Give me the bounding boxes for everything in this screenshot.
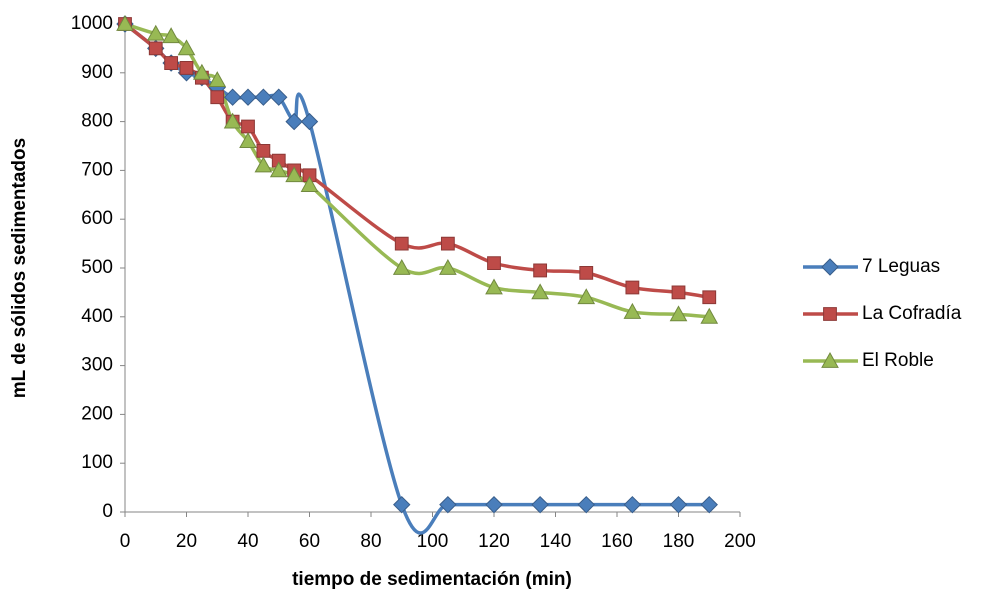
data-point bbox=[241, 119, 255, 134]
y-axis-title: mL de sólidos sedimentados bbox=[9, 138, 30, 398]
data-point bbox=[116, 14, 134, 31]
legend-label: La Cofradía bbox=[862, 303, 962, 324]
data-point bbox=[164, 56, 179, 70]
data-point bbox=[579, 265, 594, 280]
x-tick-label: 20 bbox=[176, 531, 197, 552]
data-point bbox=[439, 495, 457, 514]
x-axis-title: tiempo de sedimentación (min) bbox=[292, 569, 572, 590]
data-point bbox=[669, 305, 688, 322]
data-point bbox=[239, 132, 257, 149]
y-tick-label: 400 bbox=[81, 306, 113, 327]
data-point bbox=[671, 285, 686, 300]
series-line bbox=[123, 22, 710, 535]
data-point bbox=[300, 112, 319, 131]
y-tick-label: 500 bbox=[81, 257, 113, 278]
y-tick-label: 700 bbox=[81, 159, 113, 180]
y-tick-label: 800 bbox=[81, 111, 113, 132]
y-tick-label: 1000 bbox=[71, 13, 113, 34]
data-point bbox=[700, 495, 718, 514]
y-tick-label: 900 bbox=[81, 62, 113, 83]
data-point bbox=[162, 27, 180, 44]
y-tick-label: 600 bbox=[81, 208, 113, 229]
data-point bbox=[179, 61, 194, 75]
data-point bbox=[302, 168, 317, 183]
data-point bbox=[269, 161, 288, 178]
data-point bbox=[146, 24, 165, 41]
data-point bbox=[577, 288, 596, 305]
data-point bbox=[210, 90, 225, 105]
legend-marker bbox=[823, 307, 837, 321]
data-point bbox=[485, 278, 503, 295]
series-line bbox=[124, 22, 710, 319]
data-point bbox=[270, 88, 288, 106]
data-point bbox=[533, 263, 548, 278]
x-tick-label: 200 bbox=[724, 531, 756, 552]
y-tick-label: 200 bbox=[81, 403, 113, 424]
data-point bbox=[148, 41, 163, 56]
x-tick-label: 180 bbox=[663, 531, 695, 552]
data-point bbox=[439, 258, 457, 275]
x-tick-label: 40 bbox=[237, 531, 258, 552]
data-point bbox=[487, 256, 501, 271]
x-tick-label: 140 bbox=[540, 531, 572, 552]
data-point bbox=[223, 112, 242, 129]
y-tick-label: 0 bbox=[102, 501, 113, 522]
x-tick-label: 100 bbox=[417, 531, 449, 552]
data-point bbox=[177, 39, 196, 56]
data-point bbox=[393, 495, 411, 514]
legend-marker bbox=[821, 258, 839, 276]
x-tick-label: 60 bbox=[299, 531, 320, 552]
data-point bbox=[271, 153, 286, 168]
data-point bbox=[394, 236, 409, 251]
data-point bbox=[440, 236, 455, 251]
data-point bbox=[239, 88, 257, 106]
data-point bbox=[700, 307, 719, 324]
x-tick-label: 120 bbox=[478, 531, 510, 552]
data-point bbox=[623, 302, 642, 319]
data-point bbox=[256, 143, 271, 158]
legend-marker bbox=[821, 351, 839, 368]
data-point bbox=[285, 112, 303, 131]
data-point bbox=[223, 88, 242, 106]
x-tick-label: 80 bbox=[360, 531, 381, 552]
data-point bbox=[702, 290, 717, 305]
y-tick-label: 300 bbox=[81, 355, 113, 376]
data-point bbox=[485, 495, 503, 514]
legend-label: El Roble bbox=[862, 350, 934, 371]
x-tick-label: 160 bbox=[601, 531, 633, 552]
data-point bbox=[193, 63, 211, 80]
x-tick-label: 0 bbox=[120, 531, 131, 552]
data-point bbox=[531, 283, 549, 300]
y-tick-label: 100 bbox=[81, 452, 113, 473]
legend-label: 7 Leguas bbox=[862, 256, 940, 277]
data-point bbox=[577, 495, 595, 514]
data-point bbox=[285, 166, 303, 183]
data-point bbox=[623, 495, 642, 514]
data-point bbox=[254, 88, 273, 106]
data-point bbox=[531, 495, 549, 514]
data-point bbox=[208, 71, 227, 88]
data-point bbox=[300, 176, 319, 192]
data-point bbox=[392, 258, 411, 275]
data-point bbox=[625, 280, 640, 295]
series-line bbox=[123, 22, 710, 300]
data-point bbox=[669, 495, 688, 514]
data-point bbox=[254, 156, 273, 173]
